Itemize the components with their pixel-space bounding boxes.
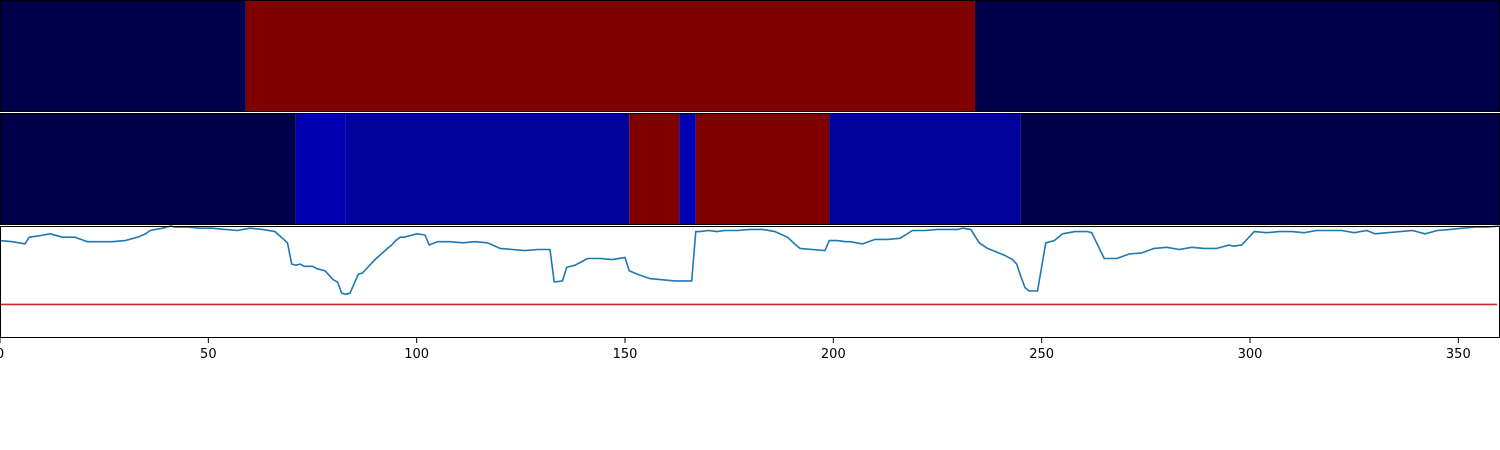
heatmap-cell-1-7 — [1020, 113, 1500, 225]
heatmap-cell-1-3 — [629, 113, 680, 225]
heatmap-top — [0, 0, 1500, 112]
heatmap-cell-0-2 — [975, 0, 1500, 112]
x-tick-label-2: 100 — [404, 347, 429, 362]
heatmap-cell-1-5 — [695, 113, 830, 225]
heatmap-cell-1-1 — [295, 113, 346, 225]
x-tick-label-4: 200 — [821, 347, 846, 362]
x-tick-label-0: 0 — [0, 347, 4, 362]
line-panel-background — [0, 226, 1500, 338]
line-panel — [0, 225, 1500, 338]
x-tick-label-3: 150 — [613, 347, 638, 362]
x-tick-label-1: 50 — [200, 347, 217, 362]
heatmap-cell-1-2 — [345, 113, 630, 225]
x-tick-label-7: 350 — [1446, 347, 1471, 362]
heatmap-middle — [0, 113, 1500, 225]
x-axis: 0 50 100 150 200 250 300 350 — [0, 338, 1471, 362]
x-tick-label-5: 250 — [1029, 347, 1054, 362]
heatmap-cell-1-0 — [0, 113, 296, 225]
heatmap-cell-0-0 — [0, 0, 246, 112]
heatmap-cell-1-6 — [829, 113, 1021, 225]
series-line-0 — [0, 225, 1500, 296]
x-tick-label-6: 300 — [1238, 347, 1263, 362]
heatmap-cell-0-1 — [245, 0, 976, 112]
heatmap-cell-1-4 — [679, 113, 696, 225]
